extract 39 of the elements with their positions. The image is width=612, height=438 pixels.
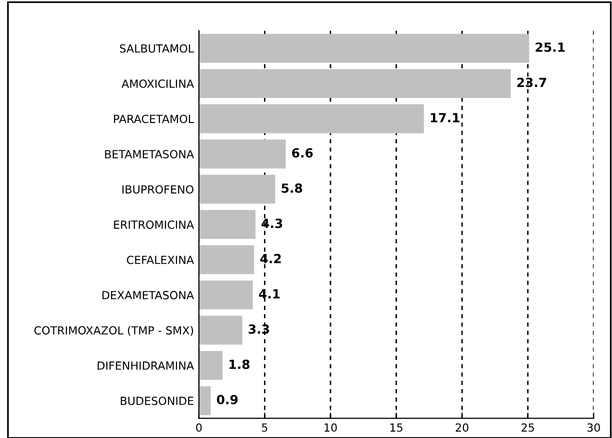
data-label: 6.6 — [292, 148, 313, 158]
bar — [198, 280, 253, 310]
bar — [198, 140, 286, 168]
data-label: 1.8 — [230, 360, 250, 370]
bar — [198, 69, 511, 98]
data-label: 5.8 — [282, 183, 302, 193]
y-tick-label: BUDESONIDE — [120, 396, 194, 406]
y-tick-label: COTRIMOXAZOL (TMP - SMX) — [34, 326, 194, 336]
y-tick-label: SALBUTAMOL — [120, 44, 194, 53]
x-tick-label: 25 — [522, 423, 534, 432]
data-label: 23.7 — [517, 78, 546, 88]
data-label: 4.2 — [260, 254, 281, 264]
data-label: 4.3 — [262, 218, 282, 228]
data-label: 3.3 — [248, 324, 270, 334]
bar — [198, 174, 276, 204]
y-tick-label: AMOXICILINA — [122, 79, 194, 88]
bar — [198, 350, 223, 380]
y-tick-label: BETAMETASONA — [105, 150, 194, 158]
data-label: 25.1 — [536, 42, 565, 52]
bar — [198, 210, 256, 239]
y-tick-label: DEXAMETASONA — [102, 290, 194, 300]
x-tick-label: 10 — [324, 423, 337, 432]
data-label: 17.1 — [430, 113, 460, 122]
bar — [198, 316, 242, 345]
bar — [198, 34, 530, 63]
x-tick-label: 5 — [262, 423, 268, 432]
y-tick-label: IBUPROFENO — [122, 185, 194, 194]
bar — [198, 386, 211, 416]
data-label: 0.9 — [216, 394, 238, 404]
x-tick-label: 30 — [587, 423, 600, 432]
y-tick-label: DIFENHIDRAMINA — [98, 362, 194, 370]
bar — [198, 245, 254, 274]
y-tick-label: PARACETAMOL — [114, 114, 194, 124]
bar — [198, 104, 424, 134]
x-tick-label: 20 — [456, 423, 468, 432]
y-tick-label: CEFALEXINA — [126, 256, 194, 264]
x-tick-label: 15 — [390, 423, 402, 432]
x-tick-label: 0 — [196, 423, 202, 432]
y-tick-label: ERITROMICINA — [114, 220, 194, 229]
